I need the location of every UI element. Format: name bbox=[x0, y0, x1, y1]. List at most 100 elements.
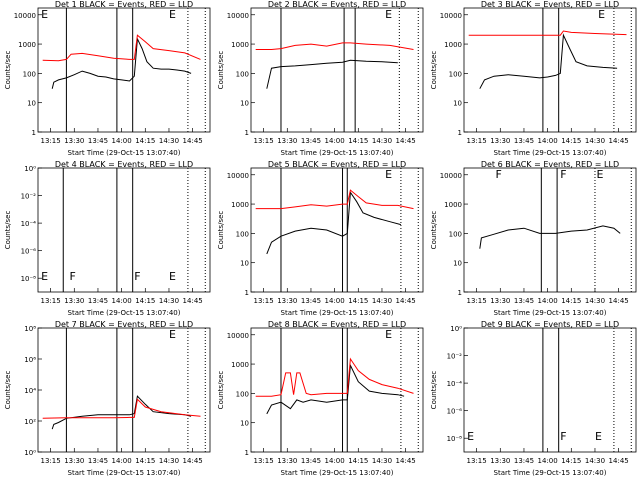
panel-title: Det 1 BLACK = Events, RED = LLD bbox=[55, 0, 193, 9]
x-tick-label: 14:45 bbox=[609, 137, 629, 145]
x-tick-label: 14:00 bbox=[538, 457, 558, 465]
x-tick-label: 14:45 bbox=[183, 297, 203, 305]
y-tick-label: 10 bbox=[240, 100, 249, 108]
y-tick-label: 100 bbox=[449, 70, 462, 78]
series-line bbox=[255, 357, 414, 397]
plot-frame bbox=[37, 167, 211, 293]
series-line bbox=[255, 189, 414, 210]
x-tick-label: 14:15 bbox=[135, 297, 155, 305]
y-axis-label: Counts/sec bbox=[4, 51, 12, 90]
x-tick-label: 14:00 bbox=[112, 457, 132, 465]
x-tick-label: 14:45 bbox=[609, 297, 629, 305]
x-tick-label: 14:00 bbox=[538, 137, 558, 145]
series-line bbox=[51, 37, 192, 89]
plot-frame bbox=[250, 167, 424, 293]
annotation: E bbox=[595, 430, 602, 443]
x-tick-label: 13:45 bbox=[301, 297, 321, 305]
x-axis-label: Start Time (29-Oct-15 13:07:40) bbox=[281, 469, 394, 477]
x-axis-label: Start Time (29-Oct-15 13:07:40) bbox=[281, 309, 394, 317]
series-line bbox=[42, 34, 201, 62]
annotation: E bbox=[597, 168, 604, 181]
x-tick-label: 14:30 bbox=[159, 297, 179, 305]
y-tick-label: 10000 bbox=[440, 12, 462, 20]
y-tick-label: 10⁰ bbox=[24, 449, 36, 457]
x-tick-label: 14:15 bbox=[561, 297, 581, 305]
x-axis-label: Start Time (29-Oct-15 13:07:40) bbox=[494, 309, 607, 317]
y-tick-label: 10 bbox=[453, 260, 462, 268]
y-tick-label: 10⁰ bbox=[24, 165, 36, 173]
x-tick-label: 14:00 bbox=[325, 137, 345, 145]
x-axis-label: Start Time (29-Oct-15 13:07:40) bbox=[494, 149, 607, 157]
x-tick-label: 14:45 bbox=[183, 137, 203, 145]
y-tick-label: 10⁻⁶ bbox=[21, 248, 37, 256]
y-tick-label: 10⁸ bbox=[24, 325, 36, 333]
y-tick-label: 10² bbox=[24, 418, 36, 426]
x-tick-label: 13:15 bbox=[41, 297, 61, 305]
x-tick-label: 14:30 bbox=[159, 137, 179, 145]
x-tick-label: 13:45 bbox=[88, 457, 108, 465]
x-tick-label: 14:15 bbox=[561, 457, 581, 465]
annotation: E bbox=[41, 8, 48, 21]
y-tick-label: 10 bbox=[453, 100, 462, 108]
plot-frame bbox=[463, 327, 637, 453]
y-axis-label: Counts/sec bbox=[217, 371, 225, 410]
annotation: E bbox=[385, 8, 392, 21]
y-tick-label: 10000 bbox=[14, 12, 36, 20]
x-tick-label: 14:45 bbox=[396, 137, 416, 145]
x-axis-label: Start Time (29-Oct-15 13:07:40) bbox=[68, 469, 181, 477]
annotation: F bbox=[70, 270, 76, 283]
y-tick-label: 1000 bbox=[231, 201, 249, 209]
plot-frame bbox=[37, 327, 211, 453]
y-axis-label: Counts/sec bbox=[217, 211, 225, 250]
y-tick-label: 10000 bbox=[227, 12, 249, 20]
plot-frame bbox=[37, 7, 211, 133]
y-tick-label: 10⁻⁶ bbox=[447, 408, 463, 416]
annotation: E bbox=[385, 328, 392, 341]
panel-title: Det 3 BLACK = Events, RED = LLD bbox=[481, 0, 619, 9]
annotation: E bbox=[598, 8, 605, 21]
y-tick-label: 1000 bbox=[18, 41, 36, 49]
series-line bbox=[51, 395, 192, 430]
x-tick-label: 13:30 bbox=[490, 297, 510, 305]
y-tick-label: 100 bbox=[23, 70, 36, 78]
x-tick-label: 13:30 bbox=[64, 457, 84, 465]
x-tick-label: 14:00 bbox=[325, 457, 345, 465]
x-tick-label: 13:15 bbox=[254, 297, 274, 305]
y-tick-label: 10⁴ bbox=[24, 387, 36, 395]
x-tick-label: 14:00 bbox=[538, 297, 558, 305]
y-axis-label: Counts/sec bbox=[217, 51, 225, 90]
x-tick-label: 14:45 bbox=[396, 297, 416, 305]
y-tick-label: 100 bbox=[236, 390, 249, 398]
y-tick-label: 1 bbox=[32, 129, 36, 137]
y-tick-label: 10⁰ bbox=[450, 325, 462, 333]
panel-title: Det 8 BLACK = Events, RED = LLD bbox=[268, 320, 406, 329]
series-line bbox=[42, 398, 201, 419]
series-line bbox=[479, 33, 618, 89]
x-tick-label: 13:45 bbox=[88, 137, 108, 145]
y-tick-label: 10⁻² bbox=[447, 353, 463, 361]
x-tick-label: 13:15 bbox=[254, 457, 274, 465]
x-tick-label: 14:15 bbox=[348, 137, 368, 145]
annotation: F bbox=[560, 168, 566, 181]
series-line bbox=[255, 42, 414, 50]
x-tick-label: 13:30 bbox=[490, 137, 510, 145]
x-tick-label: 14:45 bbox=[183, 457, 203, 465]
annotation: E bbox=[169, 270, 176, 283]
panel-title: Det 9 BLACK = Events, RED = LLD bbox=[481, 320, 619, 329]
x-tick-label: 13:45 bbox=[88, 297, 108, 305]
x-tick-label: 13:30 bbox=[277, 297, 297, 305]
y-tick-label: 1 bbox=[245, 289, 249, 297]
y-tick-label: 10⁻⁸ bbox=[447, 435, 463, 443]
panel-title: Det 7 BLACK = Events, RED = LLD bbox=[55, 320, 193, 329]
y-tick-label: 10⁻⁴ bbox=[447, 380, 463, 388]
x-tick-label: 13:45 bbox=[514, 457, 534, 465]
series-line bbox=[468, 30, 627, 36]
panel-title: Det 2 BLACK = Events, RED = LLD bbox=[268, 0, 406, 9]
y-axis-label: Counts/sec bbox=[4, 371, 12, 410]
x-tick-label: 14:30 bbox=[585, 457, 605, 465]
y-tick-label: 1 bbox=[458, 289, 462, 297]
annotation: E bbox=[385, 168, 392, 181]
x-tick-label: 13:45 bbox=[301, 457, 321, 465]
